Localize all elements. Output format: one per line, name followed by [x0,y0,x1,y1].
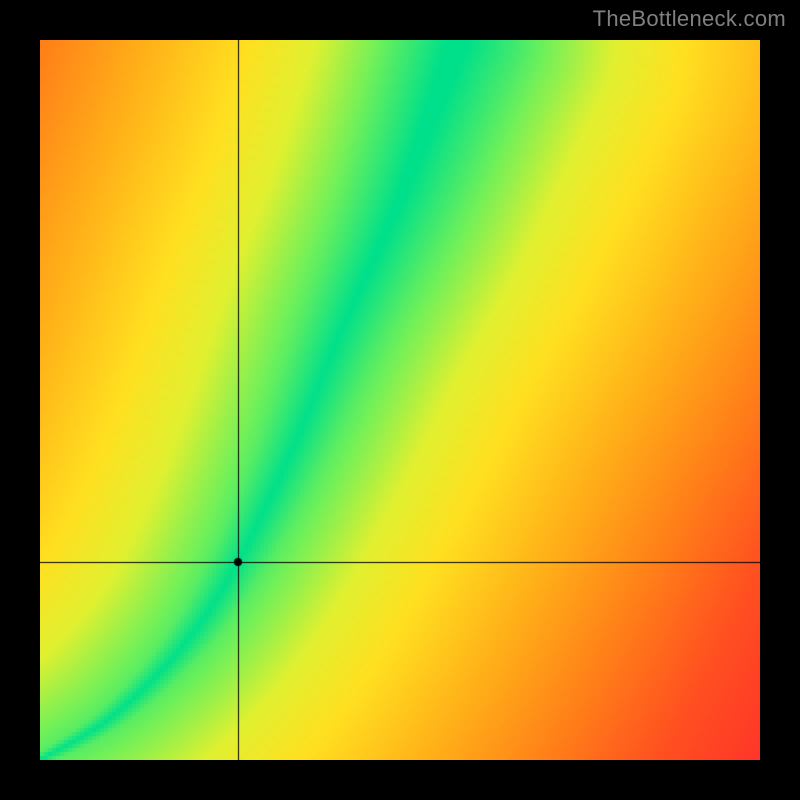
watermark-text: TheBottleneck.com [593,6,786,32]
chart-container: TheBottleneck.com [0,0,800,800]
heatmap-canvas [40,40,760,760]
plot-area [40,40,760,760]
